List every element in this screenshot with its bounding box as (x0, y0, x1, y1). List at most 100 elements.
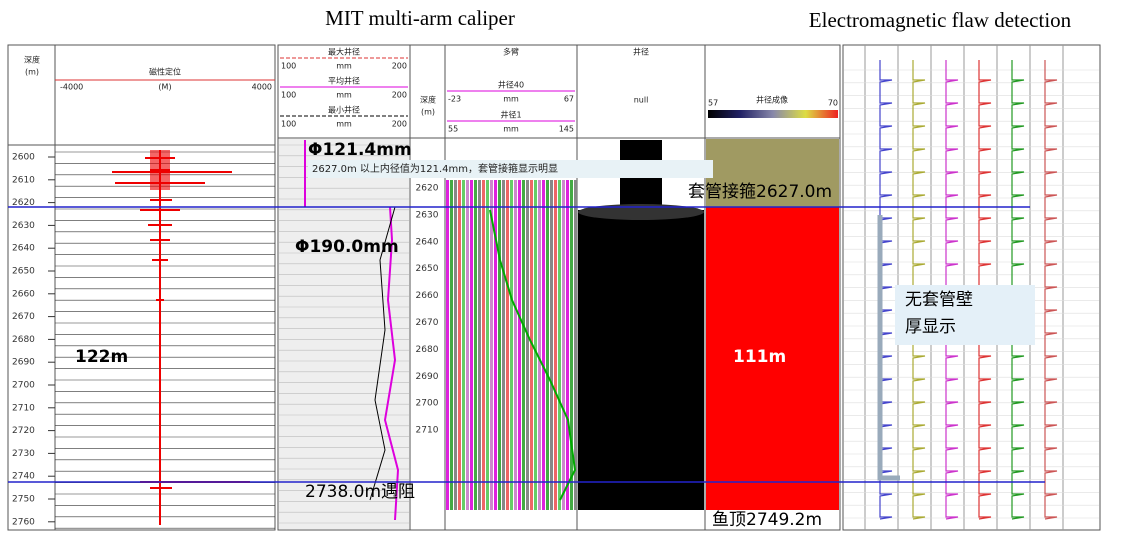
depth-label: 2690 (12, 358, 35, 368)
stripe (470, 180, 473, 510)
stripe (526, 180, 529, 510)
depth-label: 2750 (12, 495, 35, 505)
stripe (462, 180, 465, 510)
depth-label: 2610 (12, 175, 35, 185)
curve-name: 井径1 (500, 110, 521, 120)
stripe (474, 180, 477, 510)
depth-label: 2650 (416, 264, 439, 274)
depth-label: 2640 (416, 237, 439, 247)
arrow (880, 215, 900, 478)
annotation: Φ190.0mm (295, 237, 399, 257)
annotation: 2738.0m遇阻 (305, 482, 415, 502)
depth-label: 2740 (12, 472, 35, 482)
scale: mm (336, 120, 352, 129)
scale: -4000 (60, 83, 83, 92)
header: 深度 (420, 95, 436, 105)
stripe (450, 180, 453, 510)
depth-label: 2680 (416, 345, 439, 355)
heading: Electromagnetic flaw detection (809, 8, 1072, 32)
stripe (546, 180, 549, 510)
header: 井径成像 (756, 95, 788, 105)
flaw-curve (1045, 60, 1057, 519)
depth-label: 2630 (416, 210, 439, 220)
scale: mm (336, 91, 352, 100)
scale: 145 (559, 125, 574, 134)
curve-name: 最小井径 (328, 105, 360, 115)
depth-label: 2670 (12, 312, 35, 322)
depth-label: 2700 (12, 381, 35, 391)
scale: (M) (158, 83, 171, 92)
annotation: 无套管壁 (905, 290, 973, 310)
scale: mm (503, 125, 519, 134)
depth-label: 2650 (12, 267, 35, 277)
stripe (466, 180, 469, 510)
heading: MIT multi-arm caliper (325, 6, 515, 30)
depth-label: 2660 (416, 291, 439, 301)
stripe (458, 180, 461, 510)
stripe (498, 180, 501, 510)
depth-label: 2720 (12, 426, 35, 436)
scale: 200 (392, 91, 407, 100)
depth-label: 2710 (416, 426, 439, 436)
depth-label: 2680 (12, 335, 35, 345)
depth-label: 2630 (12, 221, 35, 231)
depth-label: 2710 (12, 403, 35, 413)
caliper-bg (279, 139, 409, 529)
header: (m) (421, 108, 435, 117)
depth-label: 2620 (416, 184, 439, 194)
scale: 57 (708, 99, 718, 108)
annotation: 鱼顶2749.2m (712, 510, 822, 530)
stripe (566, 180, 569, 510)
scale: -23 (448, 95, 461, 104)
curve-name: 平均井径 (328, 76, 360, 86)
stripe (454, 180, 457, 510)
stripe (510, 180, 513, 510)
header: 井径 (633, 47, 649, 57)
scale: 70 (828, 99, 838, 108)
annotation: 厚显示 (905, 317, 956, 337)
stripe (554, 180, 557, 510)
stripe (558, 180, 561, 510)
annotation: 111m (733, 347, 786, 367)
depth-label: 2600 (12, 153, 35, 163)
depth-label: 2640 (12, 244, 35, 254)
annotation: 套管接箍2627.0m (688, 182, 832, 202)
stripe (542, 180, 545, 510)
curve-name: 最大井径 (328, 47, 360, 57)
header: null (634, 96, 649, 105)
header: 深度 (24, 55, 40, 65)
scale: 200 (392, 62, 407, 71)
header: 多臂 (503, 47, 519, 57)
stripe (518, 180, 521, 510)
scale: 55 (448, 125, 458, 134)
depth-label: 2700 (416, 399, 439, 409)
scale: 100 (281, 62, 296, 71)
stripe (570, 180, 573, 510)
stripe (478, 180, 481, 510)
stripe (534, 180, 537, 510)
scale: mm (503, 95, 519, 104)
header: 磁性定位 (149, 67, 181, 77)
annotation: 122m (75, 347, 128, 367)
hole-image (578, 210, 704, 510)
stripe (522, 180, 525, 510)
stripe (482, 180, 485, 510)
scale: 100 (281, 120, 296, 129)
scale: 4000 (252, 83, 272, 92)
curve-name: 井径40 (498, 80, 524, 90)
depth-label: 2660 (12, 289, 35, 299)
header: (m) (25, 68, 39, 77)
depth-label: 2730 (12, 449, 35, 459)
annotation: 2627.0m 以上内径值为121.4mm，套管接箍显示明显 (312, 162, 558, 175)
scale: 67 (564, 95, 574, 104)
stripe (502, 180, 505, 510)
arms-header: 井径40 -23 mm 67 井径1 55 mm 145 (447, 80, 575, 134)
stripe (550, 180, 553, 510)
ccl-curve (150, 150, 170, 190)
stripe (490, 180, 493, 510)
stripe (562, 180, 565, 510)
stripe (486, 180, 489, 510)
scale: mm (336, 62, 352, 71)
stripe (514, 180, 517, 510)
